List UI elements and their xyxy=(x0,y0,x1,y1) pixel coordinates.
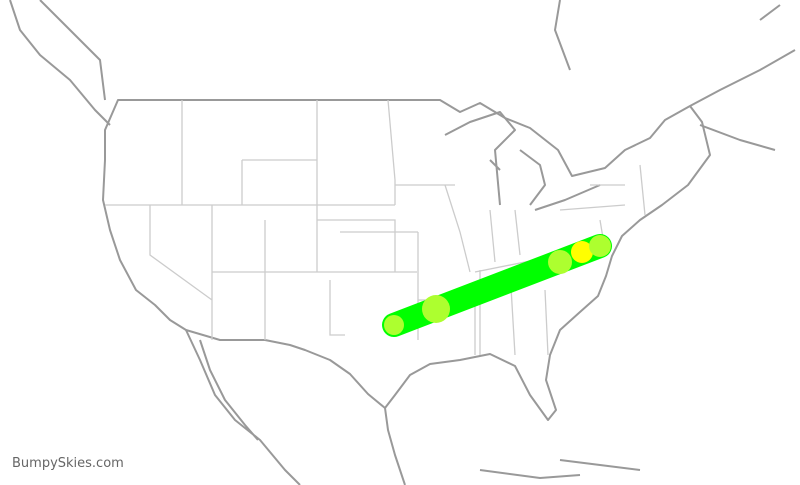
route-marker-waypoint-3[interactable] xyxy=(571,241,593,263)
us-coastline xyxy=(102,99,711,421)
route-marker-origin[interactable] xyxy=(384,315,404,335)
route-marker-destination[interactable] xyxy=(589,235,611,257)
watermark: BumpySkies.com xyxy=(12,456,124,471)
route-marker-waypoint-1[interactable] xyxy=(422,295,450,323)
mexico-coastline xyxy=(185,329,641,485)
great-lakes xyxy=(444,111,601,211)
route-marker-waypoint-2[interactable] xyxy=(548,250,572,274)
canada-coastline xyxy=(9,0,796,151)
flight-route[interactable] xyxy=(382,234,612,337)
state-borders xyxy=(105,99,646,356)
